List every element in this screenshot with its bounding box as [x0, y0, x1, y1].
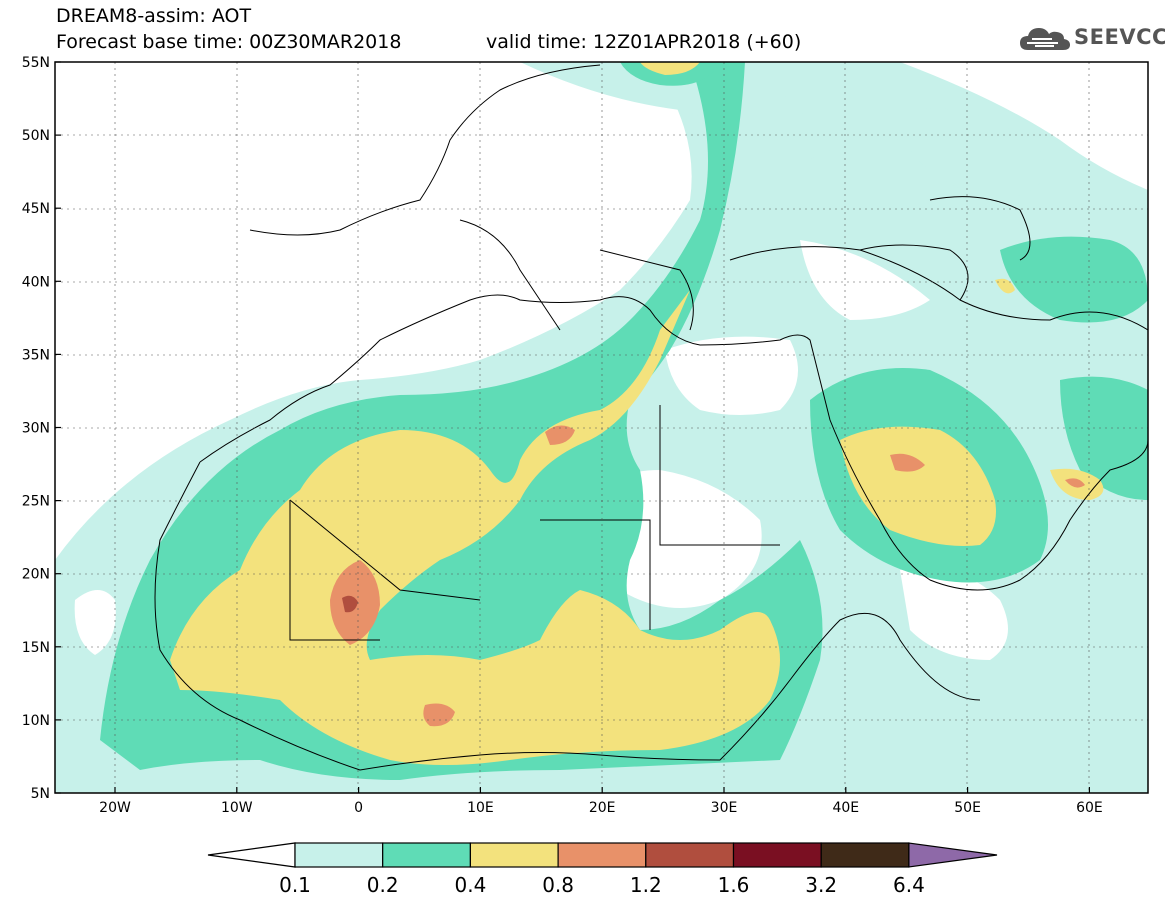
colorbar-low-arrow — [207, 842, 296, 868]
coastlines — [154, 64, 1148, 771]
colorbar-label: 3.2 — [805, 873, 837, 897]
cloud-icon — [1020, 28, 1070, 50]
forecast-base-time: Forecast base time: 00Z30MAR2018 — [56, 31, 402, 53]
lon-label: 50E — [954, 800, 981, 816]
seevccc-logo: SEEVCCC — [1018, 22, 1165, 56]
lat-label: 20N — [22, 567, 50, 583]
colorbar-swatch — [469, 842, 559, 868]
colorbar-label: 0.8 — [542, 873, 574, 897]
lat-label: 35N — [22, 347, 50, 363]
colorbar-swatch — [732, 842, 822, 868]
lon-label: 0 — [354, 800, 363, 816]
lat-label: 10N — [22, 713, 50, 729]
aot-field — [55, 62, 1148, 793]
lon-label: 60E — [1076, 800, 1103, 816]
colorbar-label: 0.4 — [454, 873, 486, 897]
colorbar-label: 1.2 — [630, 873, 662, 897]
lat-label: 15N — [22, 640, 50, 656]
logo-text: SEEVCCC — [1074, 25, 1165, 49]
lat-label: 45N — [22, 201, 50, 217]
map-title: DREAM8-assim: AOT — [56, 5, 252, 27]
lat-label: 55N — [22, 55, 50, 71]
colorbar: 0.1 0.2 0.4 0.8 1.2 1.6 3.2 6.4 — [207, 842, 998, 897]
valid-time: valid time: 12Z01APR2018 (+60) — [486, 31, 802, 53]
latitude-axis: 55N 50N 45N 40N 35N 30N 25N 20N 15N 10N 5N — [22, 55, 61, 802]
colorbar-label: 0.1 — [279, 873, 311, 897]
colorbar-high-arrow — [908, 842, 998, 868]
colorbar-label: 0.2 — [367, 873, 399, 897]
lat-label: 50N — [22, 128, 50, 144]
lon-label: 20W — [99, 800, 131, 816]
lon-label: 20E — [589, 800, 616, 816]
longitude-axis: 20W 10W 0 10E 20E 30E 40E 50E 60E — [99, 787, 1103, 816]
colorbar-swatch — [294, 842, 384, 868]
grid-lines — [55, 62, 1148, 793]
colorbar-label: 6.4 — [893, 873, 925, 897]
lon-label: 30E — [711, 800, 738, 816]
colorbar-label: 1.6 — [718, 873, 750, 897]
lat-label: 5N — [31, 786, 50, 802]
lon-label: 40E — [832, 800, 859, 816]
colorbar-swatch — [557, 842, 647, 868]
lon-label: 10E — [467, 800, 494, 816]
colorbar-swatch — [820, 842, 910, 868]
lat-label: 25N — [22, 494, 50, 510]
colorbar-swatch — [382, 842, 472, 868]
aot-band-1.2 — [342, 595, 358, 613]
colorbar-swatch — [645, 842, 735, 868]
lat-label: 40N — [22, 274, 50, 290]
lon-label: 10W — [221, 800, 253, 816]
lat-label: 30N — [22, 421, 50, 437]
